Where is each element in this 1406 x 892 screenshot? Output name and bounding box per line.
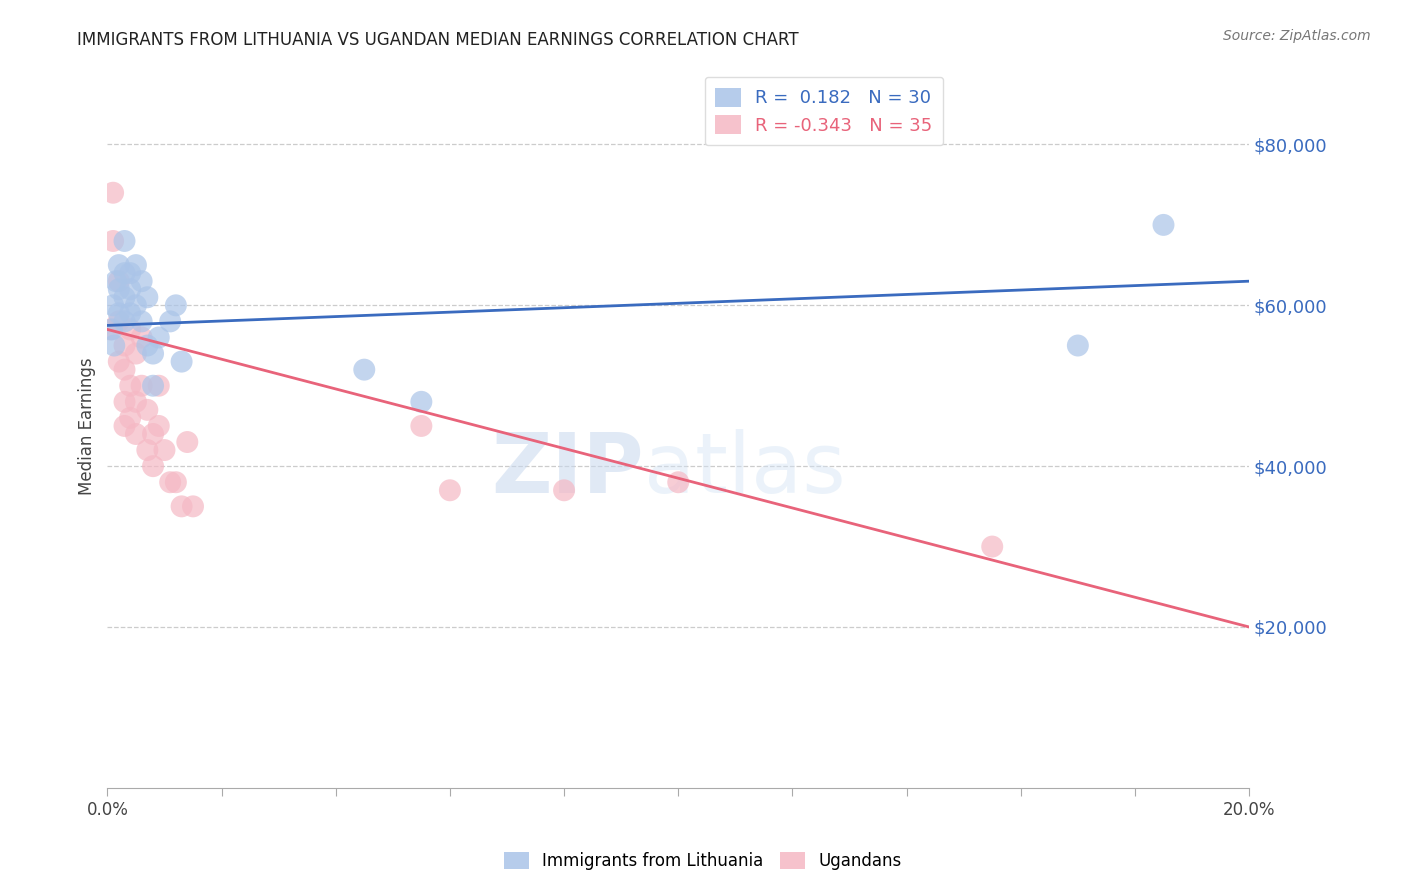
Point: [125, 346, 148, 360]
Point: [411, 394, 433, 409]
Point: [153, 443, 176, 458]
Point: [107, 314, 129, 328]
Point: [114, 419, 136, 434]
Point: [131, 330, 153, 344]
Point: [120, 282, 142, 296]
Point: [120, 378, 142, 392]
Point: [114, 266, 136, 280]
Point: [553, 483, 575, 498]
Y-axis label: Median Earnings: Median Earnings: [79, 357, 96, 495]
Point: [131, 274, 153, 288]
Point: [114, 394, 136, 409]
Text: Source: ZipAtlas.com: Source: ZipAtlas.com: [1223, 29, 1371, 43]
Point: [170, 500, 193, 514]
Point: [104, 274, 127, 288]
Point: [142, 459, 165, 474]
Point: [114, 234, 136, 248]
Point: [136, 402, 159, 417]
Point: [101, 322, 124, 336]
Point: [439, 483, 461, 498]
Point: [107, 258, 129, 272]
Text: IMMIGRANTS FROM LITHUANIA VS UGANDAN MEDIAN EARNINGS CORRELATION CHART: IMMIGRANTS FROM LITHUANIA VS UGANDAN MED…: [77, 31, 799, 49]
Point: [148, 378, 170, 392]
Point: [142, 378, 165, 392]
Point: [101, 234, 124, 248]
Point: [120, 410, 142, 425]
Point: [107, 306, 129, 320]
Point: [159, 314, 181, 328]
Point: [120, 322, 142, 336]
Point: [125, 298, 148, 312]
Legend: R =  0.182   N = 30, R = -0.343   N = 35: R = 0.182 N = 30, R = -0.343 N = 35: [704, 77, 943, 145]
Point: [101, 186, 124, 200]
Point: [1067, 338, 1090, 352]
Point: [114, 290, 136, 304]
Point: [176, 435, 198, 450]
Point: [666, 475, 689, 490]
Point: [165, 475, 187, 490]
Text: atlas: atlas: [644, 429, 846, 510]
Point: [136, 443, 159, 458]
Point: [107, 274, 129, 288]
Point: [114, 314, 136, 328]
Point: [165, 298, 187, 312]
Point: [170, 354, 193, 368]
Point: [181, 500, 204, 514]
Point: [159, 475, 181, 490]
Point: [131, 378, 153, 392]
Point: [114, 338, 136, 352]
Point: [136, 290, 159, 304]
Point: [98, 322, 121, 336]
Point: [148, 330, 170, 344]
Point: [107, 282, 129, 296]
Point: [411, 419, 433, 434]
Point: [1153, 218, 1175, 232]
Point: [131, 314, 153, 328]
Point: [103, 338, 125, 352]
Point: [120, 266, 142, 280]
Point: [125, 427, 148, 442]
Legend: Immigrants from Lithuania, Ugandans: Immigrants from Lithuania, Ugandans: [498, 845, 908, 877]
Point: [101, 298, 124, 312]
Point: [136, 338, 159, 352]
Point: [125, 394, 148, 409]
Point: [120, 306, 142, 320]
Point: [353, 362, 375, 376]
Point: [142, 427, 165, 442]
Point: [125, 258, 148, 272]
Point: [107, 354, 129, 368]
Point: [148, 419, 170, 434]
Text: ZIP: ZIP: [492, 429, 644, 510]
Point: [114, 362, 136, 376]
Point: [981, 540, 1004, 554]
Point: [142, 346, 165, 360]
